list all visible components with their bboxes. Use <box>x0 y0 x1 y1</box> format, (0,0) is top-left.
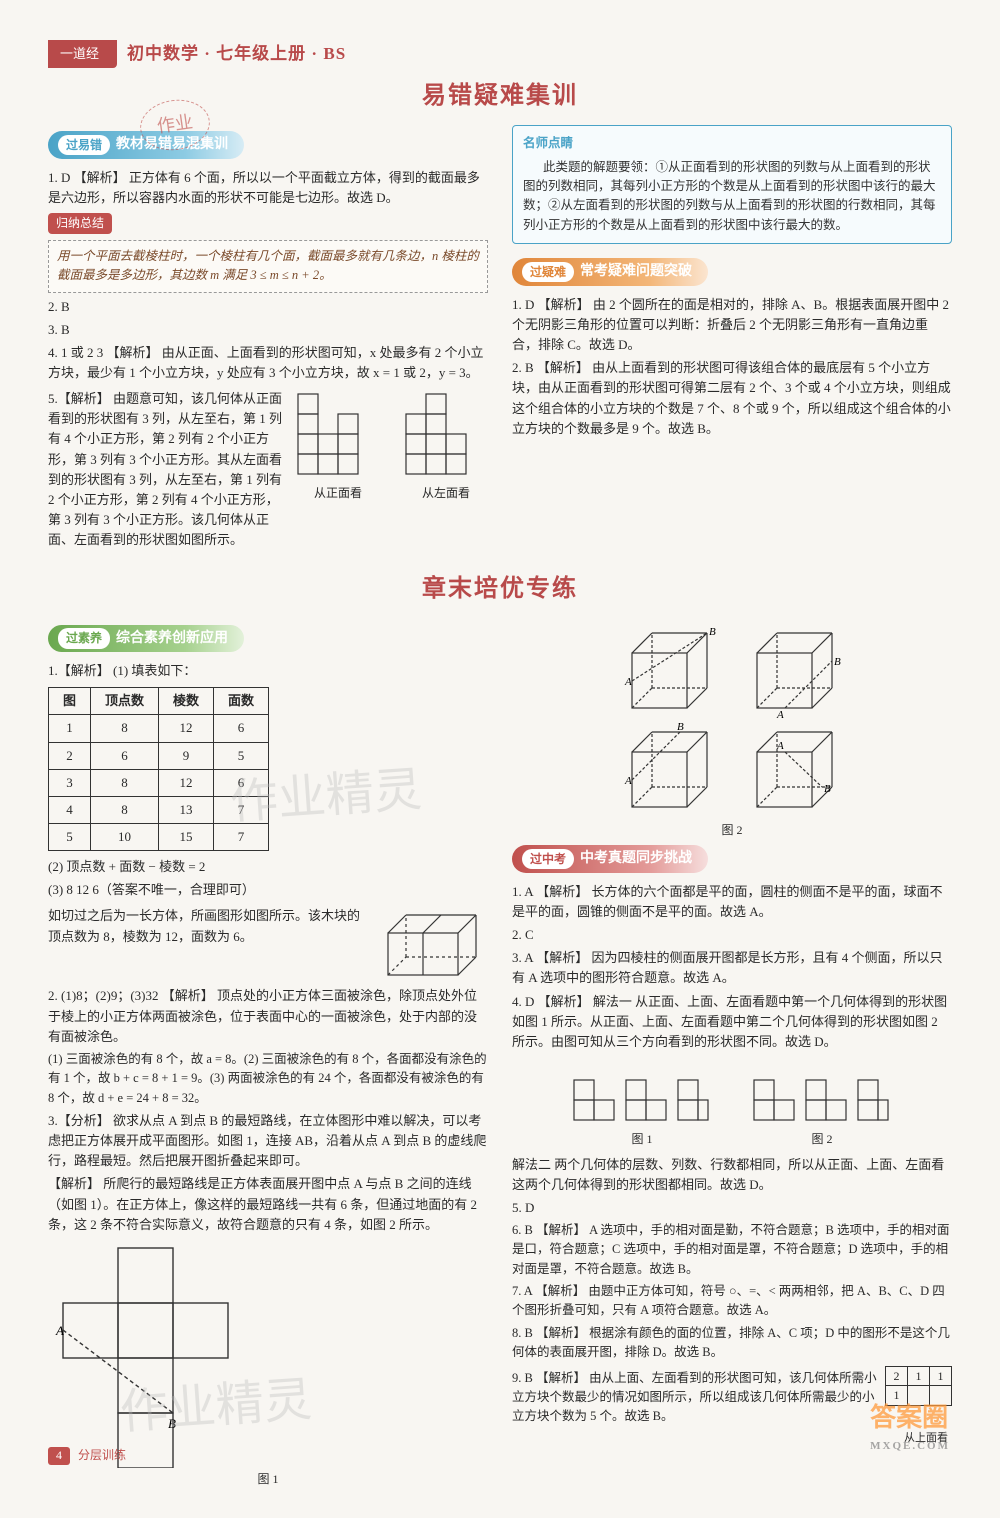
pill-text: 综合素养创新应用 <box>116 628 228 650</box>
fig1l-label: 图 1 <box>572 1130 712 1149</box>
pill-lead: 过易错 <box>58 135 110 156</box>
cube-diagonal-figs: A B A B <box>512 623 952 718</box>
view-set-1-icon <box>572 1058 712 1128</box>
s2r-q5: 5. D <box>512 1198 952 1218</box>
s1-q4: 4. 1 或 2 3 【解析】 由从正面、上面看到的形状图可知，x 处最多有 2… <box>48 343 488 383</box>
s2-q2b: (1) 三面被涂色的有 8 个，故 a = 8。(2) 三面被涂色的有 8 个，… <box>48 1050 488 1108</box>
s2r-q6: 6. B 【解析】 A 选项中，手的相对面是勤，不符合题意；B 选项中，手的相对… <box>512 1221 952 1279</box>
site-logo: 答案圈 MXQE.COM <box>870 1398 950 1455</box>
s2-q1-head: 1.【解析】 (1) 填表如下： <box>48 661 488 681</box>
table-row: 38126 <box>49 769 269 796</box>
cube-diagonal-figs-2: A B A B <box>512 722 952 817</box>
pill-literacy: 过素养 综合素养创新应用 <box>48 625 244 653</box>
table-header: 图 <box>49 688 91 715</box>
section2-title: 章末培优专练 <box>48 571 952 608</box>
s2-q1c: (3) 8 12 6（答案不唯一，合理即可） <box>48 880 488 900</box>
table-header: 顶点数 <box>91 688 159 715</box>
s2r-q3: 3. A 【解析】 因为四棱柱的侧面展开图都是长方形，且有 4 个侧面，所以只有… <box>512 948 952 988</box>
tip-title: 名师点睛 <box>523 134 941 153</box>
s2r-q8: 8. B 【解析】 根据涂有颜色的面的位置，排除 A、C 项；D 中的图形不是这… <box>512 1324 952 1363</box>
s2r-q2: 2. C <box>512 925 952 945</box>
svg-text:B: B <box>824 783 831 795</box>
s2r-q4b: 解法二 两个几何体的层数、列数、行数都相同，所以从正面、上面、左面看这两个几何体… <box>512 1155 952 1195</box>
left-view-icon <box>404 392 488 482</box>
euler-table: 图顶点数棱数面数 1812626953812648137510157 <box>48 687 269 851</box>
pill-lead: 过中考 <box>522 849 574 870</box>
page-footer: 4 分层训练 <box>48 1446 126 1465</box>
pill-exam: 过中考 中考真题同步挑战 <box>512 845 708 873</box>
s2-q3a: 3.【分析】 欲求从点 A 到点 B 的最短路线，在立体图形中难以解决，可以考虑… <box>48 1111 488 1171</box>
table-row: 510157 <box>49 824 269 851</box>
svg-text:A: A <box>55 1323 64 1338</box>
s1-q1: 1. D 【解析】 正方体有 6 个面，所以以一个平面截立方体，得到的截面最多是… <box>48 168 488 208</box>
pill-hard: 过疑难 常考疑难问题突破 <box>512 258 708 286</box>
s2-q1d: 如切过之后为一长方体，所画图形如图所示。该木块的顶点数为 8，棱数为 12，面数… <box>48 906 366 946</box>
fig2-label: 图 2 <box>512 821 952 840</box>
q5-figures: 从正面看 从左面看 <box>296 392 488 503</box>
front-view-icon <box>296 392 380 482</box>
cube-net-icon: A B <box>48 1238 248 1468</box>
pill-lead: 过疑难 <box>522 262 574 283</box>
svg-text:A: A <box>624 775 632 787</box>
svg-text:A: A <box>624 676 632 688</box>
brand-tab: 一道经 <box>48 40 117 68</box>
logo-main: 答案圈 <box>870 1403 948 1432</box>
fig1-label: 图 1 <box>48 1470 488 1489</box>
s2-q3b: 【解析】 所爬行的最短路线是正方体表面展开图中点 A 与点 B 之间的连线（如图… <box>48 1174 488 1234</box>
s1r-q1: 1. D 【解析】 由 2 个圆所在的面是相对的，排除 A、B。根据表面展开图中… <box>512 295 952 355</box>
s1r-q2: 2. B 【解析】 由从上面看到的形状图可得该组合体的最底层有 5 个小立方块，… <box>512 358 952 439</box>
s2-q2: 2. (1)8；(2)9；(3)32 【解析】 顶点处的小正方体三面被涂色，除顶… <box>48 986 488 1046</box>
s2r-q7: 7. A 【解析】 由题中正方体可知，符号 ○、=、< 两两相邻，把 A、B、C… <box>512 1282 952 1321</box>
cuboid-cut-icon <box>378 903 488 983</box>
svg-text:A: A <box>776 740 784 752</box>
table-row: 2695 <box>49 742 269 769</box>
pill-text: 常考疑难问题突破 <box>580 261 692 283</box>
table-row: 18126 <box>49 715 269 742</box>
fig2l-label: 图 2 <box>752 1130 892 1149</box>
table-header: 面数 <box>214 688 269 715</box>
page-number: 4 <box>48 1447 70 1465</box>
table-header: 棱数 <box>159 688 214 715</box>
teacher-tip: 名师点睛 此类题的解题要领：①从正面看到的形状图的列数与从上面看到的形状图的列数… <box>512 125 952 244</box>
book-title: 初中数学 · 七年级上册 · BS <box>127 41 346 67</box>
view-set-2-icon <box>752 1058 892 1128</box>
tip-body: 此类题的解题要领：①从正面看到的形状图的列数与从上面看到的形状图的列数相同，其每… <box>523 158 941 236</box>
footer-label: 分层训练 <box>78 1446 126 1465</box>
left-view-label: 从左面看 <box>404 484 488 503</box>
s1-q3: 3. B <box>48 320 488 340</box>
svg-text:B: B <box>834 656 841 668</box>
logo-sub: MXQE.COM <box>870 1438 950 1455</box>
summary-badge: 归纳总结 <box>48 213 112 234</box>
pill-lead: 过素养 <box>58 628 110 649</box>
front-view-label: 从正面看 <box>296 484 380 503</box>
svg-text:B: B <box>677 722 684 733</box>
s1-q5: 5.【解析】 由题意可知，该几何体从正面看到的形状图有 3 列，从左至右，第 1… <box>48 389 284 550</box>
svg-text:A: A <box>776 709 784 718</box>
svg-text:B: B <box>168 1416 176 1431</box>
table-row: 48137 <box>49 796 269 823</box>
svg-text:B: B <box>709 626 716 638</box>
s1-q2: 2. B <box>48 297 488 317</box>
s2r-q4: 4. D 【解析】 解法一 从正面、上面、左面看题中第一个几何体得到的形状图如图… <box>512 992 952 1052</box>
s2-q1b: (2) 顶点数 + 面数 − 棱数 = 2 <box>48 857 488 877</box>
summary-note: 用一个平面去截棱柱时，一个棱柱有几个面，截面最多就有几条边，n 棱柱的截面最多是… <box>48 240 488 293</box>
s2r-q1: 1. A 【解析】 长方体的六个面都是平的面，圆柱的侧面不是平的面，球面不是平的… <box>512 882 952 922</box>
pill-text: 中考真题同步挑战 <box>580 848 692 870</box>
